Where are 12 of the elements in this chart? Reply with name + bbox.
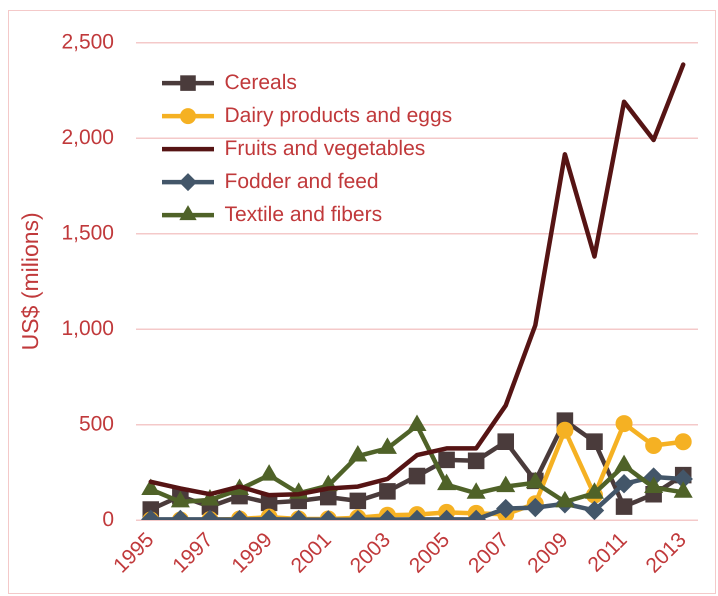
legend-label: Fodder and feed <box>224 170 379 193</box>
legend-label: Fruits and vegetables <box>224 136 426 160</box>
y-tick-label: 1,500 <box>61 221 114 244</box>
legend-label: Cereals <box>224 70 297 94</box>
y-tick-label: 0 <box>102 508 114 531</box>
y-tick-label: 1,000 <box>61 316 114 340</box>
y-axis-title: US$ (milions) <box>17 212 44 350</box>
y-tick-label: 2,000 <box>61 126 114 149</box>
y-tick-label: 500 <box>78 412 114 436</box>
y-tick-label: 2,500 <box>61 30 114 54</box>
legend-label: Textile and fibers <box>224 202 382 226</box>
legend-label: Dairy products and eggs <box>224 104 452 127</box>
